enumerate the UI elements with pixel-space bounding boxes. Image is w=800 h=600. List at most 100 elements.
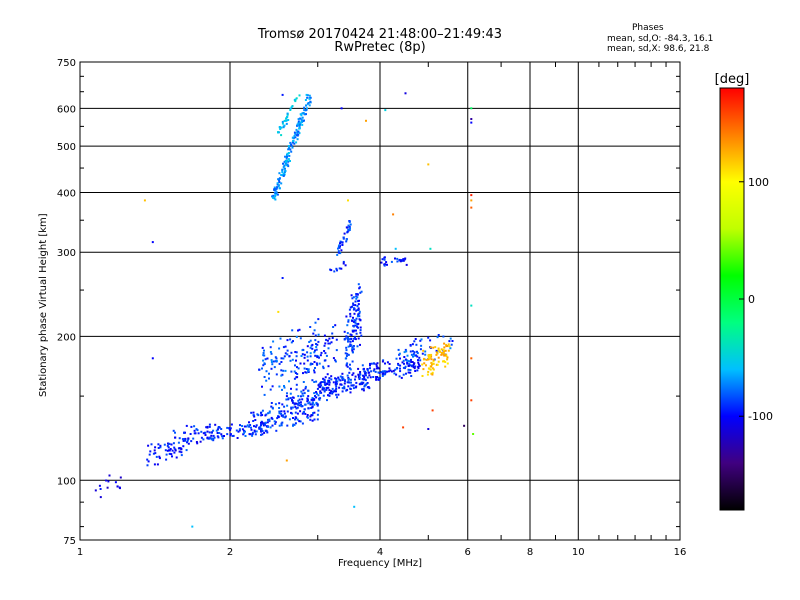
- echo-point: [347, 377, 350, 380]
- echo-point: [357, 322, 360, 325]
- echo-point: [351, 346, 354, 349]
- echo-point: [398, 375, 401, 378]
- echo-point: [291, 406, 294, 409]
- echo-point: [289, 109, 292, 111]
- echo-point: [359, 371, 362, 373]
- echo-point: [365, 119, 367, 122]
- echo-point: [299, 404, 302, 407]
- colorbar-tick-label: 100: [748, 176, 769, 189]
- echo-point: [172, 429, 175, 432]
- echo-point: [320, 384, 323, 387]
- echo-point: [339, 379, 342, 382]
- echo-point: [298, 125, 301, 128]
- echo-point: [324, 342, 327, 345]
- echo-point: [397, 364, 400, 366]
- echo-point: [287, 158, 290, 161]
- echo-point: [151, 357, 154, 360]
- echo-point: [285, 395, 288, 398]
- echo-point: [357, 326, 359, 329]
- echo-point: [344, 264, 347, 267]
- echo-point: [333, 270, 336, 273]
- echo-point: [411, 350, 414, 353]
- echo-point: [361, 364, 364, 367]
- echo-point: [402, 258, 405, 261]
- echo-point: [306, 351, 309, 354]
- echo-point: [412, 353, 415, 356]
- echo-point: [430, 353, 433, 356]
- echo-point: [251, 434, 254, 437]
- echo-point: [437, 356, 440, 359]
- echo-point: [427, 163, 430, 166]
- colorbar-tick-label: -100: [748, 410, 773, 423]
- echo-point: [256, 413, 259, 416]
- echo-point: [440, 348, 443, 351]
- echo-point: [356, 296, 359, 299]
- echo-point: [307, 395, 310, 398]
- echo-point: [261, 433, 264, 436]
- echo-point: [186, 441, 188, 444]
- echo-point: [205, 426, 208, 429]
- echo-point: [298, 404, 301, 407]
- echo-point: [410, 375, 413, 377]
- echo-point: [264, 421, 267, 424]
- echo-point: [202, 438, 205, 441]
- echo-point: [414, 365, 417, 368]
- echo-point: [285, 122, 288, 125]
- echo-point: [314, 349, 316, 352]
- echo-point: [271, 407, 274, 410]
- echo-point: [301, 120, 304, 123]
- echo-point: [185, 424, 188, 427]
- echo-point: [230, 423, 233, 426]
- echo-point: [212, 434, 215, 437]
- echo-point: [254, 430, 257, 433]
- echo-point: [299, 121, 302, 124]
- echo-point: [342, 377, 345, 380]
- echo-point: [305, 93, 308, 96]
- echo-point: [238, 428, 241, 431]
- echo-point: [263, 354, 266, 357]
- echo-point: [435, 351, 438, 354]
- echo-point: [343, 379, 346, 382]
- echo-point: [423, 362, 426, 365]
- echo-point: [315, 362, 318, 365]
- echo-point: [389, 369, 392, 372]
- echo-point: [327, 394, 329, 397]
- echo-point: [297, 399, 300, 402]
- echo-point: [396, 257, 399, 260]
- echo-point: [309, 355, 312, 358]
- echo-point: [290, 144, 293, 147]
- echo-point: [147, 460, 150, 463]
- echo-point: [314, 321, 317, 324]
- echo-point: [386, 370, 389, 373]
- echo-point: [280, 134, 283, 137]
- echo-point: [272, 360, 275, 363]
- echo-point: [311, 397, 314, 399]
- axis-ticks: 1 2 4 6 8 10 16 75 100 200 300 400 500 600 750: [57, 58, 686, 558]
- echo-point: [307, 399, 309, 402]
- echo-point: [431, 363, 433, 366]
- x-tick-label: 10: [572, 547, 585, 558]
- echo-point: [119, 487, 121, 490]
- echo-point: [295, 134, 298, 137]
- echo-point: [470, 304, 473, 307]
- echo-point: [346, 388, 349, 391]
- echo-point: [429, 368, 432, 371]
- echo-point: [347, 228, 350, 231]
- echo-point: [283, 405, 286, 408]
- echo-point: [174, 436, 177, 439]
- echo-point: [341, 376, 344, 379]
- echo-point: [330, 269, 333, 272]
- echo-point: [306, 359, 309, 362]
- echo-point: [316, 418, 319, 421]
- echo-point: [179, 447, 182, 450]
- echo-point: [394, 257, 396, 260]
- echo-point: [306, 96, 309, 99]
- echo-point: [364, 370, 366, 373]
- echo-point: [210, 434, 213, 437]
- echo-point: [308, 104, 311, 107]
- echo-point: [297, 395, 300, 398]
- echo-point: [174, 431, 176, 434]
- echo-point: [315, 401, 318, 404]
- echo-point: [385, 261, 388, 264]
- echo-point: [353, 337, 355, 340]
